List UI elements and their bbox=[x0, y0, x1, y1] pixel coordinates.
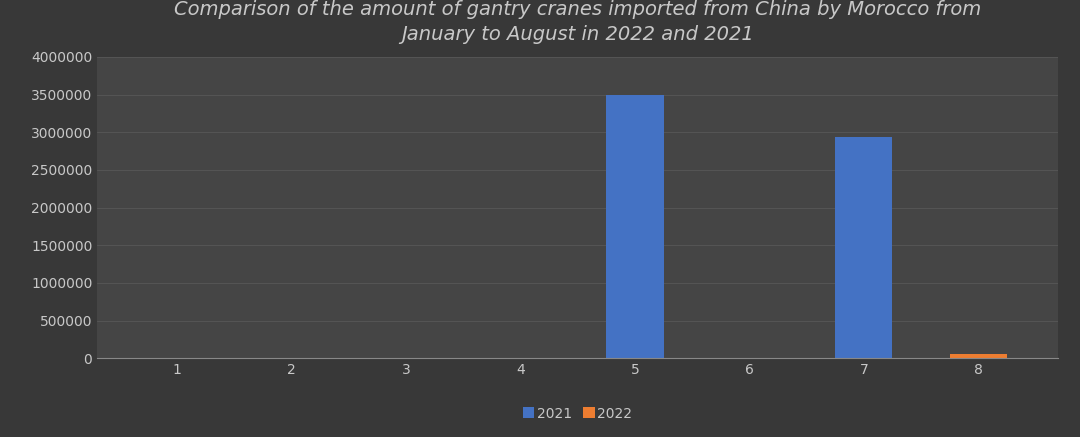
Title: Comparison of the amount of gantry cranes imported from China by Morocco from
Ja: Comparison of the amount of gantry crane… bbox=[174, 0, 982, 44]
Bar bbox=[835, 137, 892, 358]
Legend: 2021, 2022: 2021, 2022 bbox=[517, 402, 638, 427]
Bar bbox=[606, 95, 663, 358]
Bar bbox=[949, 354, 1007, 358]
